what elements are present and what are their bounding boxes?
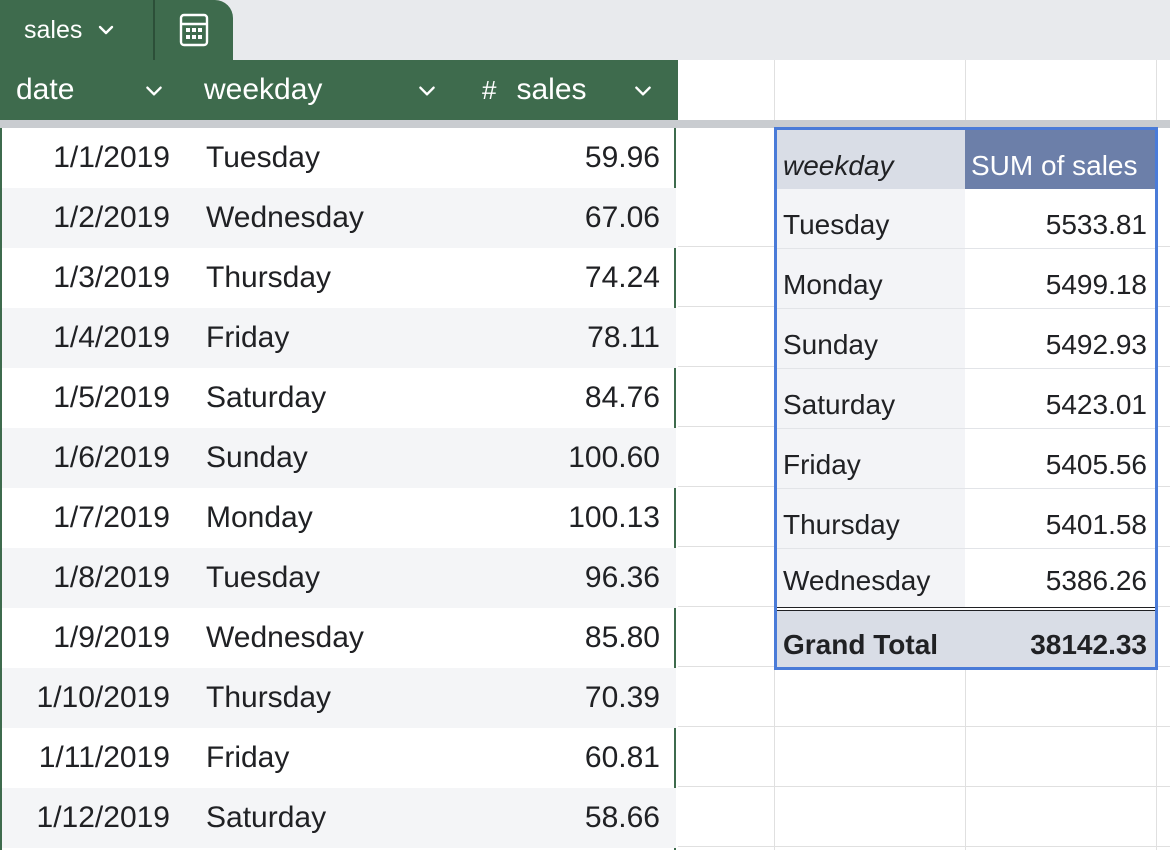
pivot-sum-cell[interactable]: 5533.81 — [965, 189, 1155, 249]
pivot-header-row: weekday SUM of sales — [777, 130, 1155, 189]
column-header-weekday[interactable]: weekday — [204, 60, 444, 120]
table-row[interactable]: 1/4/2019 Friday 78.11 — [2, 308, 676, 368]
table-row[interactable]: 1/5/2019 Saturday 84.76 — [2, 368, 676, 428]
table-row[interactable]: 1/7/2019 Monday 100.13 — [2, 488, 676, 548]
column-header-label: date — [16, 73, 75, 106]
pivot-row[interactable]: Thursday 5401.58 — [777, 489, 1155, 549]
pivot-row[interactable]: Monday 5499.18 — [777, 249, 1155, 309]
weekday-cell[interactable]: Tuesday — [206, 141, 320, 174]
table-row[interactable]: 1/8/2019 Tuesday 96.36 — [2, 548, 676, 608]
weekday-cell[interactable]: Friday — [206, 321, 290, 354]
pivot-grand-total-row[interactable]: Grand Total 38142.33 — [777, 607, 1155, 671]
date-cell[interactable]: 1/4/2019 — [53, 321, 170, 354]
table-row[interactable]: 1/12/2019 Saturday 58.66 — [2, 788, 676, 848]
frozen-row-divider — [0, 120, 1170, 128]
table-row[interactable]: 1/3/2019 Thursday 74.24 — [2, 248, 676, 308]
weekday-cell[interactable]: Saturday — [206, 801, 327, 834]
table-row[interactable]: 1/9/2019 Wednesday 85.80 — [2, 608, 676, 668]
pivot-sum-cell[interactable]: 5499.18 — [965, 249, 1155, 309]
weekday-cell[interactable]: Tuesday — [206, 561, 320, 594]
sales-cell[interactable]: 96.36 — [584, 561, 660, 594]
weekday-cell[interactable]: Sunday — [206, 441, 308, 474]
weekday-cell[interactable]: Friday — [206, 741, 290, 774]
table-tools-button[interactable] — [155, 0, 233, 60]
chevron-down-icon — [99, 25, 114, 35]
table-header: date weekday # sales — [0, 60, 678, 120]
sales-cell[interactable]: 74.24 — [584, 261, 660, 294]
table-row[interactable]: 1/6/2019 Sunday 100.60 — [2, 428, 676, 488]
table-tab-name[interactable]: sales — [0, 0, 156, 60]
pivot-row[interactable]: Friday 5405.56 — [777, 429, 1155, 489]
weekday-cell[interactable]: Monday — [206, 501, 313, 534]
pivot-row-header[interactable]: weekday — [777, 130, 965, 189]
column-header-sales[interactable]: # sales — [482, 60, 672, 120]
sales-cell[interactable]: 58.66 — [584, 801, 660, 834]
chevron-down-icon — [635, 86, 651, 96]
date-cell[interactable]: 1/1/2019 — [53, 141, 170, 174]
sales-cell[interactable]: 60.81 — [584, 741, 660, 774]
sales-cell[interactable]: 85.80 — [584, 621, 660, 654]
sales-cell[interactable]: 59.96 — [584, 141, 660, 174]
pivot-row[interactable]: Wednesday 5386.26 — [777, 549, 1155, 607]
date-cell[interactable]: 1/6/2019 — [53, 441, 170, 474]
calculator-icon — [179, 13, 209, 47]
pivot-weekday-cell[interactable]: Monday — [777, 249, 965, 309]
date-cell[interactable]: 1/12/2019 — [36, 801, 170, 834]
pivot-sum-cell[interactable]: 5423.01 — [965, 369, 1155, 429]
date-cell[interactable]: 1/10/2019 — [36, 681, 170, 714]
table-row[interactable]: 1/11/2019 Friday 60.81 — [2, 728, 676, 788]
pivot-row[interactable]: Tuesday 5533.81 — [777, 189, 1155, 249]
pivot-sum-cell[interactable]: 5401.58 — [965, 489, 1155, 549]
weekday-cell[interactable]: Saturday — [206, 381, 327, 414]
weekday-cell[interactable]: Thursday — [206, 261, 332, 294]
date-cell[interactable]: 1/3/2019 — [53, 261, 170, 294]
sales-cell[interactable]: 67.06 — [584, 201, 660, 234]
sales-cell[interactable]: 84.76 — [584, 381, 660, 414]
pivot-sum-cell[interactable]: 5386.26 — [1045, 565, 1147, 596]
date-cell[interactable]: 1/5/2019 — [53, 381, 170, 414]
weekday-cell[interactable]: Thursday — [206, 681, 332, 714]
pivot-weekday-cell[interactable]: Wednesday — [777, 549, 965, 607]
date-cell[interactable]: 1/9/2019 — [53, 621, 170, 654]
pivot-weekday-cell[interactable]: Tuesday — [777, 189, 965, 249]
pivot-weekday-cell[interactable]: Friday — [777, 429, 965, 489]
table-tab-label: sales — [24, 15, 83, 44]
column-header-label: sales — [516, 73, 587, 106]
sales-cell[interactable]: 100.60 — [568, 441, 660, 474]
date-cell[interactable]: 1/7/2019 — [53, 501, 170, 534]
chevron-down-icon — [419, 86, 435, 96]
date-cell[interactable]: 1/11/2019 — [38, 741, 170, 774]
table-row[interactable]: 1/10/2019 Thursday 70.39 — [2, 668, 676, 728]
column-header-date[interactable]: date — [16, 60, 186, 120]
weekday-cell[interactable]: Wednesday — [206, 201, 364, 234]
pivot-weekday-cell[interactable]: Saturday — [777, 369, 965, 429]
table-row[interactable]: 1/1/2019 Tuesday 59.96 — [2, 128, 676, 188]
grand-total-value[interactable]: 38142.33 — [965, 611, 1155, 667]
table-row[interactable]: 1/2/2019 Wednesday 67.06 — [2, 188, 676, 248]
pivot-row[interactable]: Saturday 5423.01 — [777, 369, 1155, 429]
sales-cell[interactable]: 70.39 — [584, 681, 660, 714]
chevron-down-icon — [146, 86, 162, 96]
weekday-cell[interactable]: Wednesday — [206, 621, 364, 654]
sales-cell[interactable]: 78.11 — [587, 321, 660, 354]
pivot-sum-cell[interactable]: 5405.56 — [965, 429, 1155, 489]
pivot-sum-cell[interactable]: 5492.93 — [965, 309, 1155, 369]
pivot-row[interactable]: Sunday 5492.93 — [777, 309, 1155, 369]
date-cell[interactable]: 1/2/2019 — [53, 201, 170, 234]
pivot-value-header[interactable]: SUM of sales — [965, 130, 1155, 189]
pivot-weekday-cell[interactable]: Sunday — [777, 309, 965, 369]
table-body: 1/1/2019 Tuesday 59.96 1/2/2019 Wednesda… — [0, 128, 676, 850]
sales-cell[interactable]: 100.13 — [568, 501, 660, 534]
date-cell[interactable]: 1/8/2019 — [53, 561, 170, 594]
number-type-icon: # — [482, 74, 497, 105]
pivot-table[interactable]: weekday SUM of sales Tuesday 5533.81 Mon… — [774, 127, 1158, 670]
pivot-weekday-cell[interactable]: Thursday — [777, 489, 965, 549]
table-tab: sales — [0, 0, 233, 60]
column-header-label: weekday — [204, 73, 323, 106]
grand-total-label[interactable]: Grand Total — [777, 611, 965, 667]
